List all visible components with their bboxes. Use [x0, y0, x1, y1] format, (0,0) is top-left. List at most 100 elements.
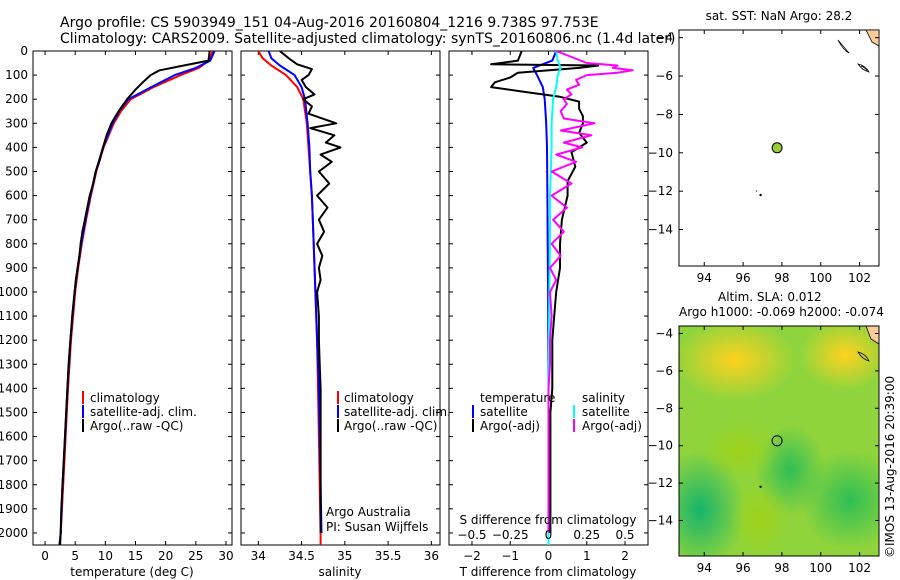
- sla-map-frame: [678, 325, 880, 557]
- legend-label-s-satellite: satellite: [582, 405, 630, 419]
- argo-position-marker: [771, 435, 783, 447]
- map-x-tick-label: 98: [774, 561, 789, 575]
- map-x-tick-label: 102: [848, 271, 871, 285]
- sla-mid-patch: [730, 480, 790, 556]
- map-y-tick-label: −14: [648, 513, 673, 527]
- sla-map: Altim. SLA: 0.012 Argo h1000: -0.069 h20…: [648, 290, 884, 575]
- x-tick-label: 0: [41, 549, 49, 563]
- legend-header-temperature: temperature: [480, 391, 555, 405]
- temperature-axes-frame: [32, 50, 233, 546]
- coastline-contour: [837, 39, 850, 54]
- x-tick-label: 35.5: [375, 549, 402, 563]
- island-contour: [857, 63, 870, 73]
- small-position-point: [759, 485, 762, 488]
- x-tick-label: 34.5: [288, 549, 315, 563]
- legend-label-t-argo: Argo(-adj): [480, 419, 540, 433]
- legend-label-argo: Argo(..raw -QC): [344, 419, 437, 433]
- x-tick-label: 34: [251, 549, 266, 563]
- legend-label-s-argo: Argo(-adj): [582, 419, 642, 433]
- y-tick-label: 1100: [0, 309, 28, 323]
- temperature-legend: climatology satellite-adj. clim. Argo(..…: [82, 391, 197, 433]
- y-tick-label: 1000: [0, 285, 28, 299]
- y-tick-label: 100: [5, 68, 28, 82]
- map-y-tick-label: −8: [655, 401, 673, 415]
- argo-position-marker: [771, 142, 783, 154]
- x-tick-label: −2: [463, 549, 481, 563]
- y-tick-label: 2000: [0, 526, 28, 540]
- sla-map-title-line2: Argo h1000: -0.069 h2000: -0.074: [679, 305, 884, 319]
- x-tick-label: 5: [71, 549, 79, 563]
- x-tick-label: 35: [337, 549, 352, 563]
- y-tick-label: 1900: [0, 502, 28, 516]
- t-difference-xlabel: T difference from climatology: [459, 565, 637, 579]
- y-tick-label: 400: [5, 140, 28, 154]
- x-tick-label: 0: [545, 549, 553, 563]
- x-tick-label: 30: [218, 549, 233, 563]
- y-tick-label: 200: [5, 92, 28, 106]
- series-salinity-argo-adj: [547, 51, 634, 533]
- map-y-tick-label: −10: [648, 146, 673, 160]
- s-tick-label: 0.25: [573, 528, 600, 542]
- series-argo-raw-qc: [59, 51, 211, 545]
- salinity-axes-frame: [240, 50, 441, 546]
- x-tick-label: 2: [621, 549, 629, 563]
- sla-high-patch: [800, 326, 879, 390]
- sla-mid-patch: [700, 420, 780, 480]
- difference-panel: −2 −1 0 1 2 S difference from climatology −0…: [448, 50, 649, 579]
- pi-annotation: PI: Susan Wijffels: [326, 520, 428, 534]
- small-position-point-2: [756, 190, 758, 192]
- map-x-tick-label: 96: [735, 561, 750, 575]
- map-x-tick-label: 94: [697, 561, 712, 575]
- land-patch: [865, 326, 879, 345]
- argo-australia-annotation: Argo Australia: [326, 505, 411, 519]
- y-tick-label: 600: [5, 189, 28, 203]
- x-tick-label: 20: [158, 549, 173, 563]
- x-tick-label: 15: [128, 549, 143, 563]
- series-argo-raw-qc: [279, 51, 342, 533]
- s-difference-label: S difference from climatology: [460, 513, 637, 527]
- x-tick-label: 25: [188, 549, 203, 563]
- y-tick-label: 1800: [0, 478, 28, 492]
- map-x-tick-label: 102: [848, 561, 871, 575]
- y-tick-label: 0: [20, 44, 28, 58]
- map-y-tick-label: −10: [648, 439, 673, 453]
- map-x-tick-label: 98: [774, 271, 789, 285]
- sst-map: sat. SST: NaN Argo: 28.2 94 96 98 100 102 −4 −…: [648, 9, 880, 285]
- legend-label-satellite: satellite-adj. clim.: [344, 405, 451, 419]
- y-tick-label: 500: [5, 164, 28, 178]
- map-x-tick-label: 100: [809, 561, 832, 575]
- map-y-tick-label: −4: [655, 326, 673, 340]
- map-y-tick-label: −6: [655, 69, 673, 83]
- temperature-xlabel: temperature (deg C): [70, 565, 193, 579]
- legend-header-salinity: salinity: [582, 391, 625, 405]
- x-tick-label: −1: [501, 549, 519, 563]
- sla-field: [679, 326, 879, 556]
- s-tick-label: 0: [545, 528, 553, 542]
- y-tick-label: 1300: [0, 357, 28, 371]
- difference-legend: temperature salinity satellite Argo(-adj…: [472, 391, 642, 433]
- y-tick-label: 300: [5, 116, 28, 130]
- y-tick-label: 900: [5, 261, 28, 275]
- y-tick-label: 700: [5, 213, 28, 227]
- figure-title-line1: Argo profile: CS 5903949_151 04-Aug-2016…: [60, 15, 599, 31]
- series-satellite-adj-clim: [267, 51, 323, 534]
- map-y-tick-label: −14: [648, 223, 673, 237]
- x-tick-label: 10: [98, 549, 113, 563]
- legend-label-t-satellite: satellite: [480, 405, 528, 419]
- map-y-tick-label: −12: [648, 184, 673, 198]
- sla-high-patch: [679, 326, 795, 400]
- legend-label-climatology: climatology: [90, 391, 160, 405]
- y-tick-label: 1500: [0, 405, 28, 419]
- map-y-tick-label: −6: [655, 364, 673, 378]
- y-tick-label: 800: [5, 237, 28, 251]
- y-tick-label: 1700: [0, 454, 28, 468]
- imos-credit: ©IMOS 13-Aug-2016 20:39:00: [883, 376, 897, 558]
- small-position-point: [759, 193, 762, 197]
- y-tick-label: 1200: [0, 333, 28, 347]
- salinity-legend: climatology satellite-adj. clim. Argo(..…: [337, 391, 451, 433]
- map-y-tick-label: −8: [655, 107, 673, 121]
- map-y-tick-label: −12: [648, 476, 673, 490]
- legend-label-climatology: climatology: [344, 391, 414, 405]
- legend-label-argo: Argo(..raw -QC): [90, 419, 183, 433]
